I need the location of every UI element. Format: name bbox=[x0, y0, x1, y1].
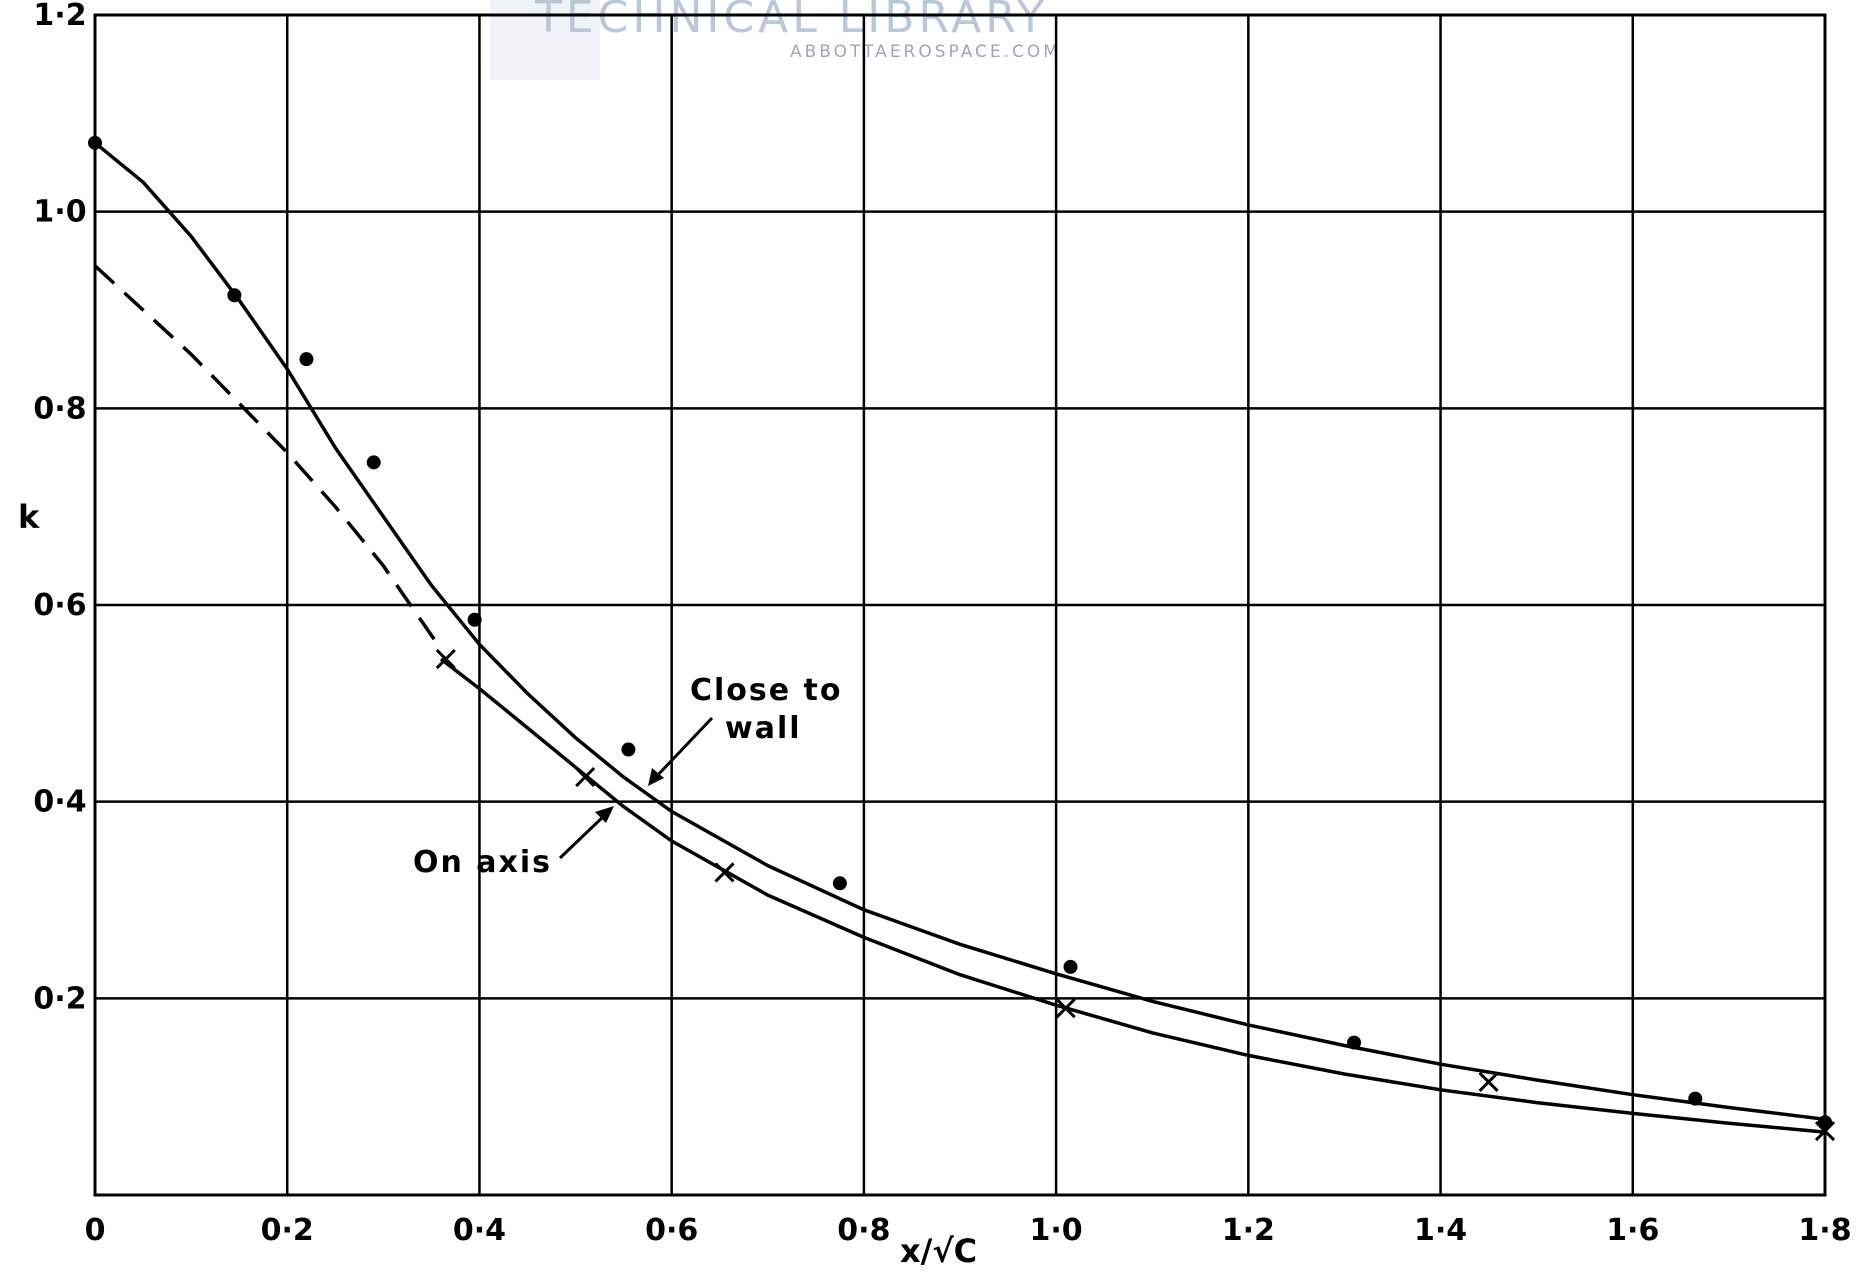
data-point-close-to-wall-2 bbox=[299, 352, 314, 367]
data-point-on-axis-3 bbox=[1055, 998, 1076, 1019]
x-tick-label-6: 1·2 bbox=[1222, 1213, 1275, 1248]
data-point-close-to-wall-0 bbox=[88, 135, 102, 150]
data-point-on-axis-0 bbox=[435, 649, 456, 670]
x-tick-label-3: 0·6 bbox=[645, 1213, 698, 1248]
x-tick-labels: 0 0·2 0·4 0·6 0·8 1·0 1·2 1·4 1·6 1·8 bbox=[85, 1213, 1852, 1248]
data-point-close-to-wall-6 bbox=[832, 876, 847, 891]
annotation-arrow-on-axis bbox=[558, 812, 608, 860]
grid bbox=[93, 13, 1827, 1195]
data-point-close-to-wall-5 bbox=[621, 742, 636, 757]
annotation-close-to-wall-line-2: wall bbox=[725, 711, 802, 746]
y-tick-label-4: 1·0 bbox=[33, 195, 86, 230]
x-tick-label-8: 1·6 bbox=[1606, 1213, 1659, 1248]
y-tick-label-3: 0·8 bbox=[33, 391, 86, 426]
y-tick-label-0: 0·2 bbox=[33, 981, 86, 1016]
x-tick-label-9: 1·8 bbox=[1798, 1213, 1851, 1248]
annotation-arrowhead-on-axis bbox=[595, 806, 614, 823]
y-axis-label: k bbox=[18, 498, 40, 536]
data-point-on-axis-5 bbox=[1814, 1121, 1836, 1142]
series-line-close-to-wall bbox=[93, 141, 1826, 1122]
annotation-close-to-wall-line-1: Close to bbox=[690, 673, 843, 708]
series-line-on-axis bbox=[439, 657, 1826, 1134]
x-tick-label-7: 1·4 bbox=[1414, 1213, 1467, 1248]
annotation-arrow-close-to-wall bbox=[653, 716, 714, 780]
data-point-close-to-wall-9 bbox=[1688, 1091, 1703, 1106]
data-point-close-to-wall-4 bbox=[467, 612, 482, 627]
x-tick-label-0: 0 bbox=[85, 1213, 106, 1248]
data-point-on-axis-4 bbox=[1478, 1071, 1499, 1092]
x-tick-label-2: 0·4 bbox=[453, 1213, 506, 1248]
annotation-on-axis: On axis bbox=[413, 845, 552, 880]
watermark-subtitle: ABBOTTAEROSPACE.COM bbox=[790, 42, 1061, 62]
y-tick-label-5: 1·2 bbox=[33, 0, 86, 33]
x-tick-label-1: 0·2 bbox=[261, 1213, 314, 1248]
y-tick-label-2: 0·6 bbox=[33, 588, 86, 623]
x-axis-label: x/√C bbox=[900, 1232, 977, 1270]
plot-border bbox=[93, 13, 1827, 1197]
series-markers bbox=[88, 135, 1836, 1142]
plot-frame bbox=[93, 13, 1827, 1197]
data-point-close-to-wall-8 bbox=[1347, 1035, 1362, 1050]
series-dashed-line-on-axis bbox=[93, 264, 443, 651]
watermark-logo: TECHNICAL LIBRARY ABBOTTAEROSPACE.COM bbox=[490, 0, 1061, 80]
data-point-on-axis-2 bbox=[714, 862, 735, 883]
x-tick-label-4: 0·8 bbox=[837, 1213, 890, 1248]
data-point-on-axis-1 bbox=[575, 767, 596, 788]
annotation-arrowhead-close-to-wall bbox=[648, 768, 664, 786]
data-point-close-to-wall-7 bbox=[1063, 959, 1078, 974]
y-tick-labels: 0·2 0·4 0·6 0·8 1·0 1·2 bbox=[33, 0, 86, 1016]
x-tick-label-5: 1·0 bbox=[1030, 1213, 1083, 1248]
series-curves bbox=[93, 141, 1826, 1134]
data-point-close-to-wall-1 bbox=[227, 288, 242, 303]
data-point-close-to-wall-3 bbox=[366, 455, 381, 470]
watermark-title: TECHNICAL LIBRARY bbox=[534, 0, 1048, 43]
y-tick-label-1: 0·4 bbox=[33, 785, 86, 820]
